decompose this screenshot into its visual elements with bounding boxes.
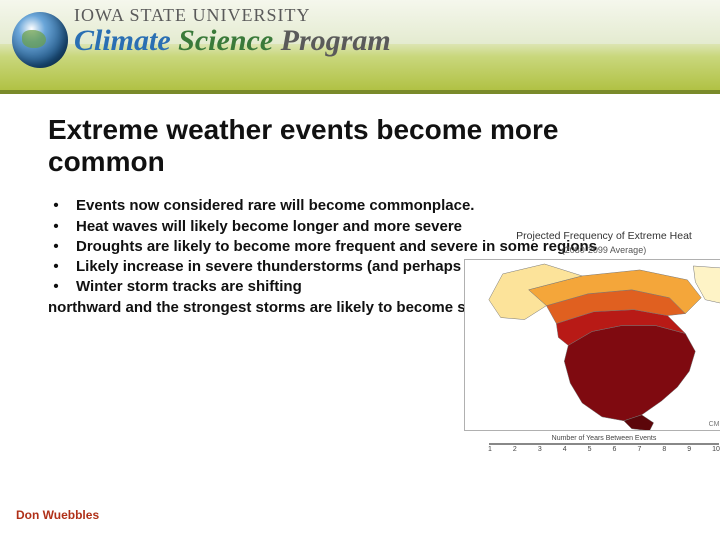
header-divider [0,90,720,94]
slide-header: IOWA STATE UNIVERSITY Climate Science Pr… [0,0,720,94]
north-america-map [465,260,720,431]
bullet-item: • Events now considered rare will become… [48,196,672,216]
colorbar-tick: 3 [538,446,542,453]
colorbar-tick: 7 [637,446,641,453]
globe-icon [12,12,68,68]
figure-subtitle: (2080-2099 Average) [464,245,720,255]
org-name: IOWA STATE UNIVERSITY [74,6,391,25]
figure-title: Projected Frequency of Extreme Heat [464,230,720,243]
slide-title: Extreme weather events become more commo… [48,114,672,178]
logo-text: IOWA STATE UNIVERSITY Climate Science Pr… [74,6,391,56]
colorbar-tick: 9 [687,446,691,453]
map-canvas: CMIP3-A [464,259,720,431]
colorbar-tick: 4 [563,446,567,453]
map-region-us-south-mexico [564,325,695,420]
colorbar-tick: 8 [662,446,666,453]
colorbar-tick: 5 [588,446,592,453]
program-name: Climate Science Program [74,25,391,57]
figure-source-note: CMIP3-A [709,421,720,428]
author-credit: Don Wuebbles [16,508,99,522]
bullet-text: Events now considered rare will become c… [76,196,672,216]
program-logo: IOWA STATE UNIVERSITY Climate Science Pr… [12,6,391,68]
color-bar: Number of Years Between Events 1 2 3 4 5 6 7 8 9… [464,435,720,451]
heat-map-figure: Projected Frequency of Extreme Heat (208… [464,230,720,451]
colorbar-tick: 1 [488,446,492,453]
colorbar-tick: 6 [613,446,617,453]
colorbar-tick: 2 [513,446,517,453]
colorbar-tick: 10 [712,446,720,453]
colorbar-ticks: 1 2 3 4 5 6 7 8 9 10 [488,446,720,453]
colorbar-label: Number of Years Between Events [552,435,657,442]
colorbar-gradient [489,443,719,445]
